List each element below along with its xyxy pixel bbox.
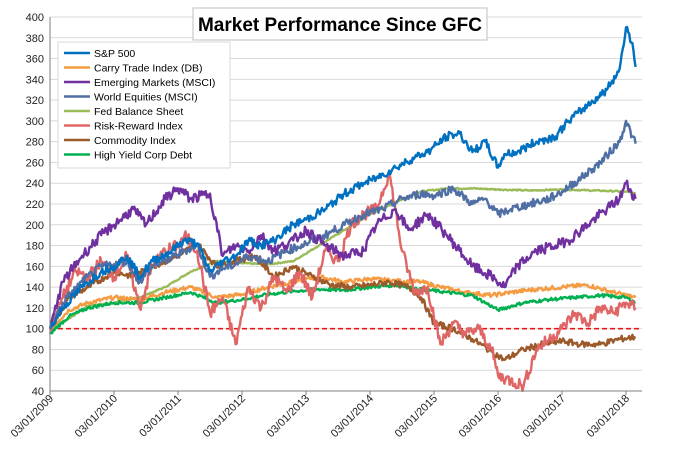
axes [49, 17, 642, 395]
legend-entry: Carry Trade Index (DB) [94, 63, 203, 75]
y-tick-label: 200 [26, 220, 44, 232]
legend-entry: High Yield Corp Debt [94, 150, 192, 162]
y-tick-label: 100 [26, 324, 44, 336]
title-frame [192, 7, 488, 41]
series-line-fed-balance-sheet [49, 186, 637, 330]
y-tick-label: 380 [26, 33, 44, 45]
y-tick-label: 340 [26, 74, 44, 86]
series-line-high-yield-corp-debt [48, 282, 636, 335]
y-tick-label: 160 [26, 261, 44, 273]
y-tick-label: 80 [32, 344, 44, 356]
y-tick-label: 180 [26, 241, 44, 253]
series-line-emerging-markets-msci [48, 179, 637, 329]
y-tick-label: 220 [26, 199, 44, 211]
y-tick-labels: 40 60 80 100 120 140 160 180 200 220 240 260 280 300 3… [26, 12, 44, 398]
legend: S&P 500 Carry Trade Index (DB) Emerging Ma… [57, 41, 231, 169]
series-line-s-p-500 [48, 25, 637, 330]
y-tick-label: 300 [26, 116, 44, 128]
y-tick-label: 120 [26, 303, 44, 315]
y-tick-label: 40 [32, 386, 44, 398]
y-tick-label: 260 [26, 157, 44, 169]
legend-box [57, 41, 231, 169]
y-tick-label: 240 [26, 178, 44, 190]
legend-entry: Emerging Markets (MSCI) [94, 77, 215, 89]
chart-title: Market Performance Since GFC [198, 15, 482, 36]
y-tick-label: 140 [26, 282, 44, 294]
y-tick-label: 320 [26, 95, 44, 107]
series-lines [48, 25, 637, 393]
legend-entry: Fed Balance Sheet [94, 106, 183, 118]
y-tick-label: 280 [26, 137, 44, 149]
y-tick-label: 400 [26, 12, 44, 24]
legend-entry: Commodity Index [94, 135, 176, 147]
legend-entry: World Equities (MSCI) [94, 92, 198, 104]
title-box: Market Performance Since GFC [192, 7, 488, 41]
grid-lines [50, 16, 642, 392]
legend-entry: Risk-Reward Index [94, 121, 183, 133]
legend-entry: S&P 500 [94, 48, 135, 60]
y-tick-label: 360 [26, 54, 44, 66]
y-tick-label: 60 [32, 365, 44, 377]
